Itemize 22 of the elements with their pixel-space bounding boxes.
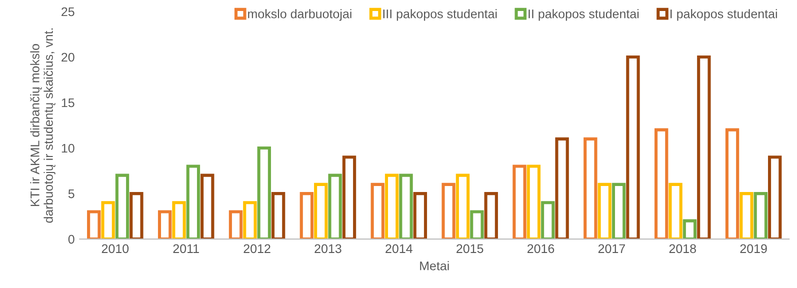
- y-tick-label: 15: [62, 98, 74, 108]
- x-tick-label: 2012: [244, 244, 270, 254]
- x-tick-label: 2013: [314, 244, 342, 254]
- y-tick-label: 20: [62, 52, 74, 62]
- x-tick-label: 2011: [173, 244, 199, 254]
- legend-label: I pakopos studentai: [670, 9, 777, 21]
- y-tick-label: 5: [68, 189, 74, 198]
- legend-label: mokslo darbuotojai: [248, 9, 352, 21]
- x-tick-label: 2015: [456, 244, 484, 254]
- x-tick-label: 2018: [669, 244, 696, 254]
- legend-label: III pakopos studentai: [383, 9, 497, 21]
- y-tick-label: 10: [62, 144, 74, 153]
- y-axis-title: KTI ir AKML dirbančių mokslo darbuotojų ir studentų skaičius, vnt.: [30, 28, 56, 223]
- x-axis-title: Metai: [420, 261, 449, 270]
- x-tick-label: 2017: [598, 244, 625, 254]
- y-tick-label: 25: [62, 7, 74, 16]
- legend-label: II pakopos studentai: [528, 9, 639, 21]
- y-tick-label: 0: [68, 234, 74, 244]
- x-tick-label: 2010: [102, 244, 129, 254]
- x-tick-label: 2016: [527, 244, 554, 254]
- x-tick-label: 2019: [740, 244, 767, 254]
- x-tick-label: 2014: [386, 244, 412, 254]
